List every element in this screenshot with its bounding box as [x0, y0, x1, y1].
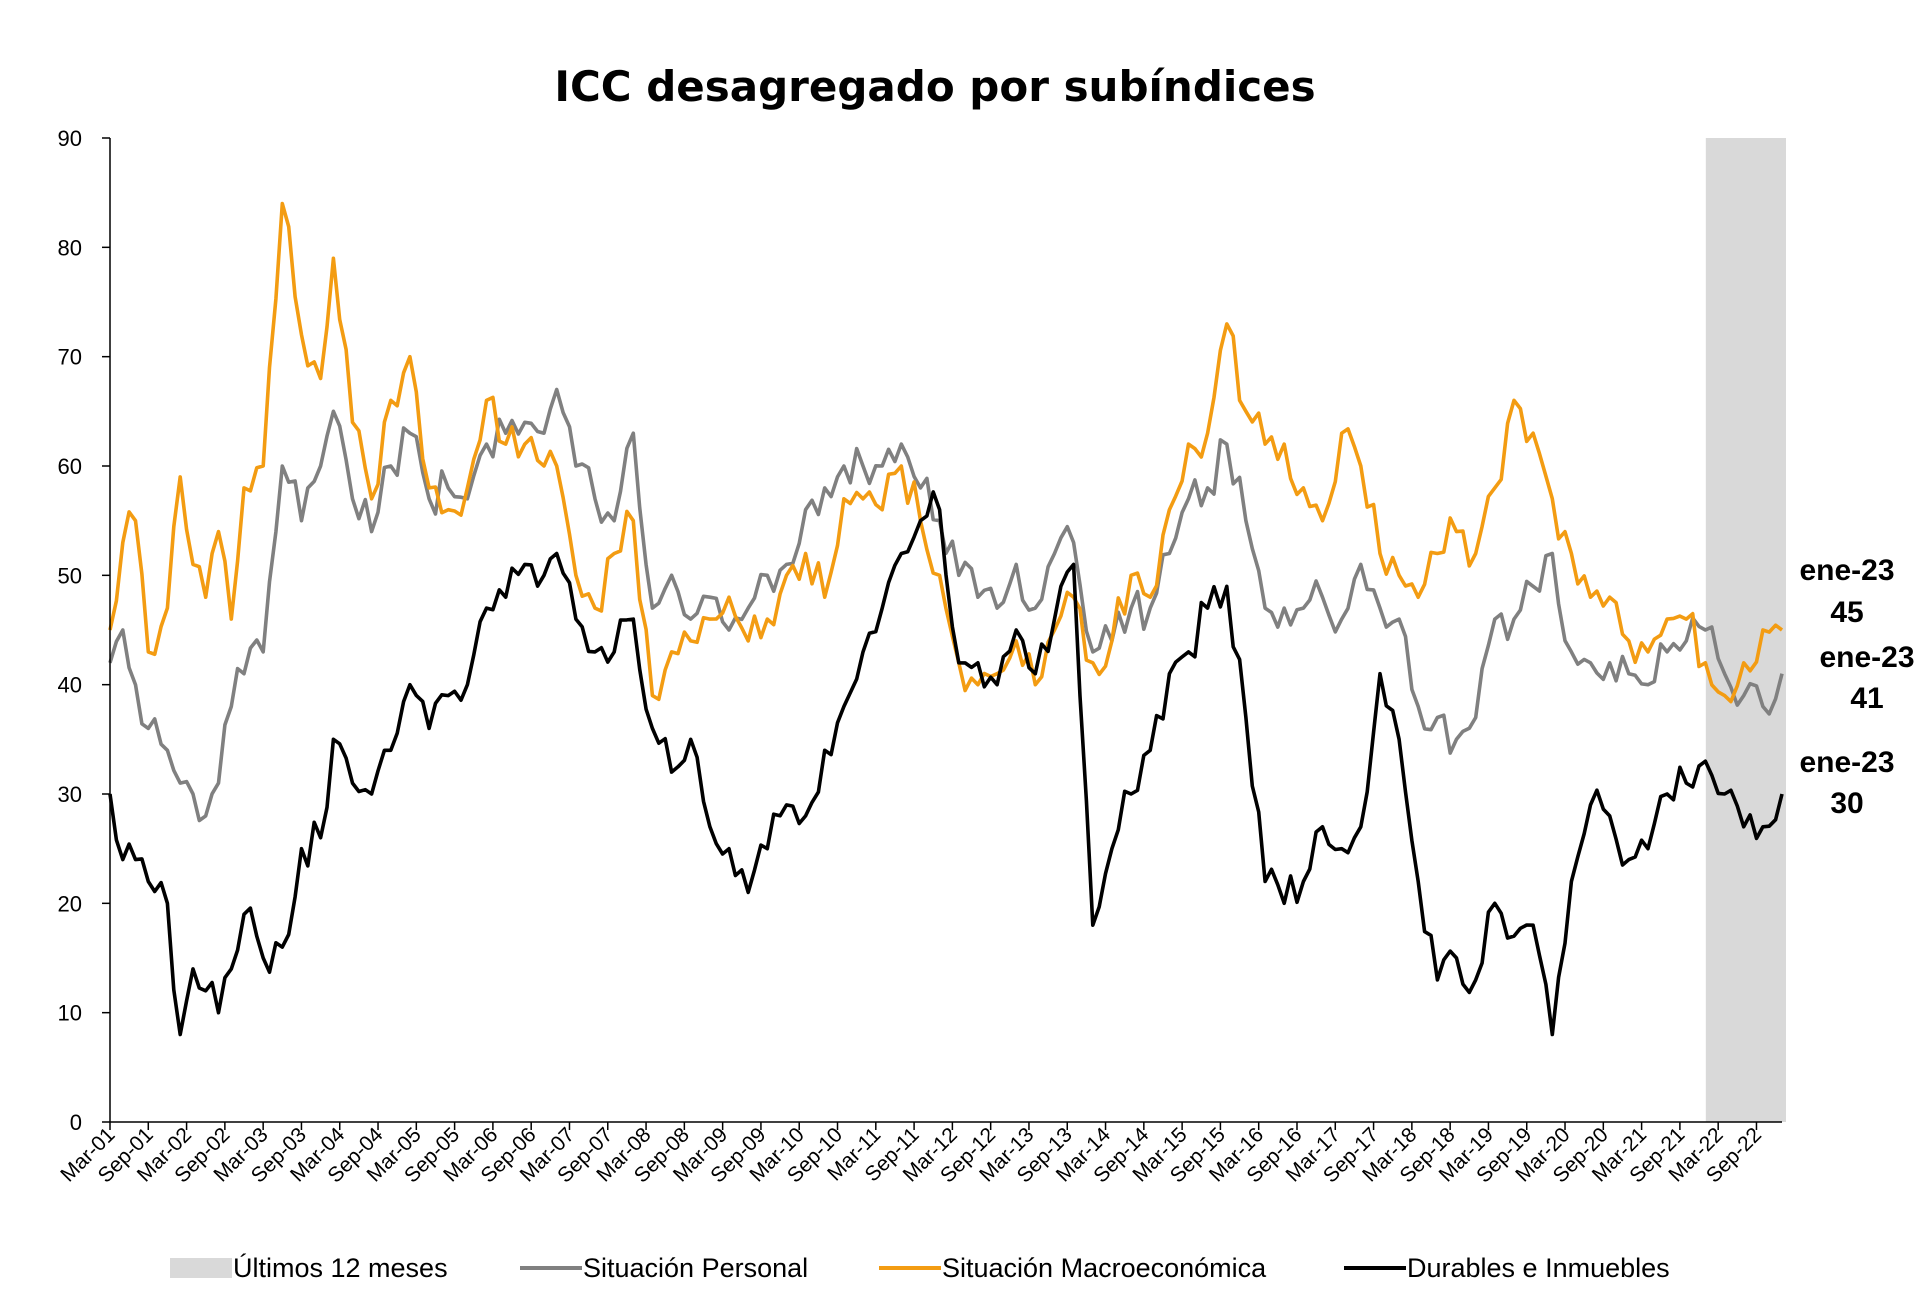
- y-tick-label: 80: [58, 235, 82, 260]
- axes: [109, 138, 1782, 1123]
- chart-title: ICC desagregado por subíndices: [554, 62, 1315, 111]
- end-label-period: ene-23: [1819, 641, 1914, 674]
- end-label-period: ene-23: [1799, 554, 1894, 587]
- y-tick-label: 60: [58, 454, 82, 479]
- y-tick-label: 20: [58, 891, 82, 916]
- legend-swatch-highlight: [170, 1258, 232, 1278]
- series-lines: [108, 201, 1784, 1037]
- end-labels: ene-23 45 ene-23 41 ene-23 30: [1799, 554, 1914, 820]
- end-label-value: 30: [1830, 787, 1863, 820]
- y-tick-label: 70: [58, 345, 82, 370]
- legend-label-2: Situación Macroeconómica: [942, 1253, 1267, 1283]
- end-label-period: ene-23: [1799, 746, 1894, 779]
- legend: Últimos 12 meses Situación Personal Situac…: [170, 1252, 1670, 1283]
- y-tick-label: 40: [58, 673, 82, 698]
- y-tick-label: 50: [58, 563, 82, 588]
- end-label-value: 41: [1850, 682, 1883, 715]
- y-tick-label: 90: [58, 126, 82, 151]
- y-tick-label: 10: [58, 1001, 82, 1026]
- end-label-value: 45: [1830, 596, 1863, 629]
- y-axis-ticks: 0 10 20 30 40 50 60 70 80 90: [58, 126, 110, 1135]
- highlight-area: [1705, 138, 1786, 1122]
- y-tick-label: 0: [70, 1110, 82, 1135]
- y-tick-label: 30: [58, 782, 82, 807]
- highlight-band: [1705, 138, 1786, 1122]
- series-line-1: [108, 387, 1784, 823]
- series-line-2: [108, 201, 1784, 704]
- series-line-3: [108, 490, 1784, 1037]
- legend-label-3: Durables e Inmuebles: [1407, 1253, 1670, 1283]
- legend-label-highlight: Últimos 12 meses: [233, 1252, 448, 1283]
- legend-label-1: Situación Personal: [583, 1253, 808, 1283]
